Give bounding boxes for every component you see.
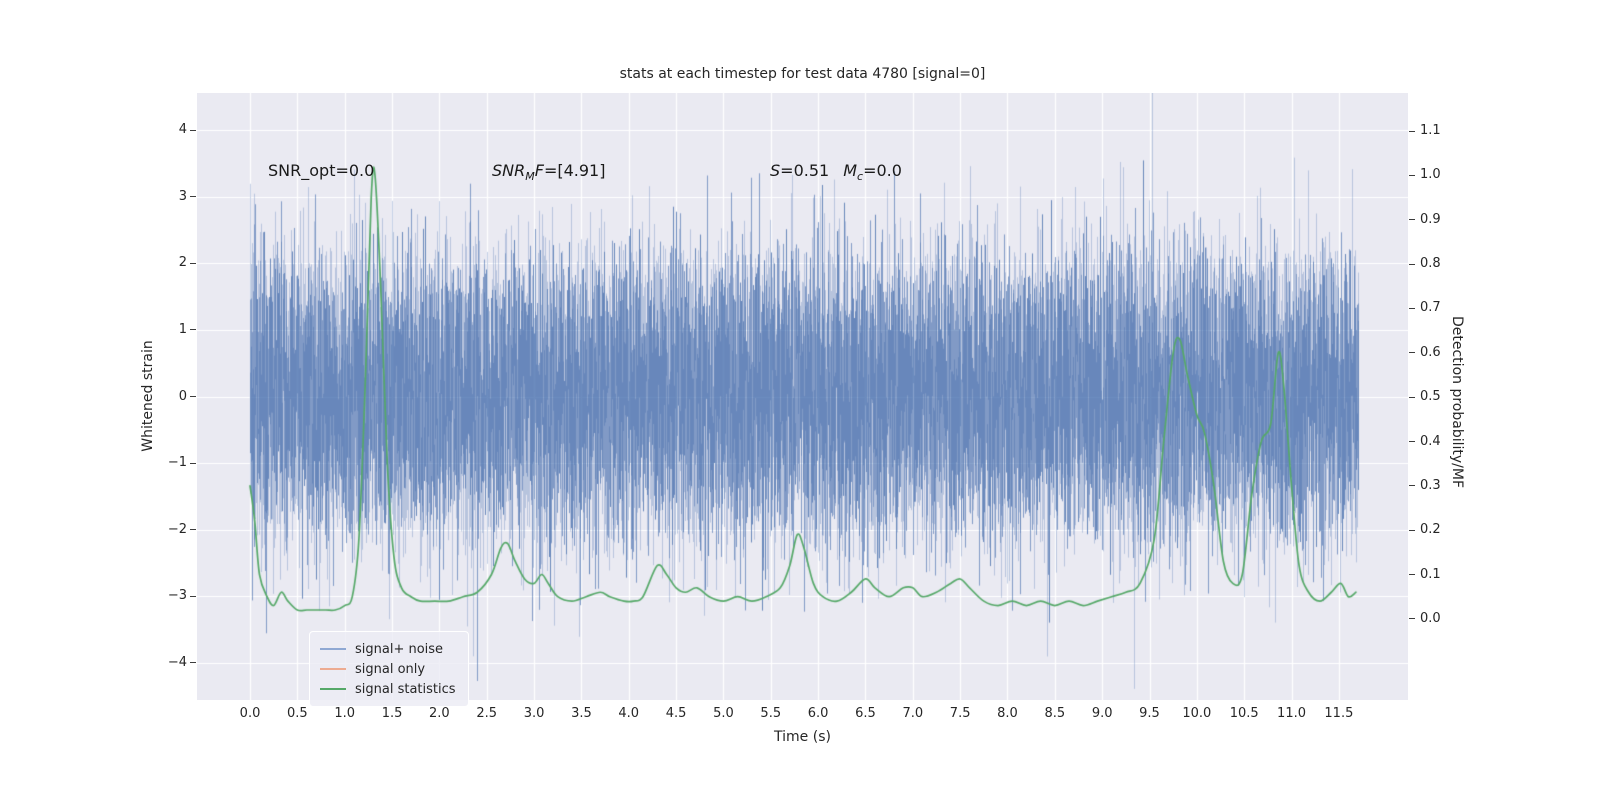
plot-canvas — [197, 93, 1408, 700]
y-left-tick-label: −2 — [167, 521, 187, 537]
legend-item: signal only — [320, 659, 456, 679]
y-left-tick-label: 3 — [178, 188, 187, 204]
y-right-tick-mark — [1409, 307, 1415, 309]
annotation-snr-mf-base: SNR — [492, 161, 526, 180]
x-tick-label: 10.0 — [1182, 706, 1212, 721]
y-left-tick-mark — [190, 595, 196, 597]
y-left-tick-mark — [190, 196, 196, 198]
y-right-tick-mark — [1409, 618, 1415, 620]
x-tick-label: 5.0 — [713, 706, 734, 721]
y-right-tick-label: 0.6 — [1420, 344, 1441, 360]
x-tick-label: 7.0 — [902, 706, 924, 721]
y-right-tick-label: 0.3 — [1420, 477, 1441, 493]
y-right-tick-mark — [1409, 396, 1415, 398]
legend-swatch-icon — [320, 648, 346, 650]
plot-area: SNR_opt=0.0 SNRMF=[4.91] S=0.51 Mc=0.0 si… — [197, 93, 1408, 707]
legend-label: signal statistics — [355, 681, 456, 697]
legend-item: signal+ noise — [320, 639, 456, 659]
x-tick-label: 3.0 — [523, 706, 545, 721]
annotation-stats: S=0.51 Mc=0.0 — [770, 161, 902, 183]
y-right-tick-label: 1.0 — [1420, 167, 1441, 183]
legend-swatch-icon — [320, 688, 346, 690]
y-right-tick-mark — [1409, 174, 1415, 176]
y-right-tick-mark — [1409, 574, 1415, 576]
legend: signal+ noise signal only signal statistic… — [309, 631, 469, 707]
y-left-tick-mark — [190, 396, 196, 397]
y-left-tick-label: 0 — [178, 388, 187, 404]
x-axis-label: Time (s) — [774, 729, 831, 745]
x-tick-label: 2.5 — [476, 706, 498, 721]
x-tick-label: 8.5 — [1044, 706, 1066, 721]
y-right-tick-label: 0.1 — [1420, 566, 1441, 582]
y-left-tick-mark — [190, 329, 196, 331]
annotation-snr-opt: SNR_opt=0.0 — [268, 161, 375, 180]
annotation-stats-eq: =0.51 — [780, 161, 830, 180]
y-left-tick-mark — [190, 262, 196, 264]
y-left-tick-label: −4 — [167, 654, 187, 670]
legend-label: signal only — [355, 661, 426, 677]
annotation-stats-s: S — [770, 161, 781, 180]
y-right-tick-label: 1.1 — [1420, 123, 1441, 139]
legend-label: signal+ noise — [355, 641, 444, 657]
y-left-tick-label: 1 — [178, 321, 187, 337]
x-tick-label: 8.0 — [997, 706, 1018, 721]
y-left-tick-mark — [190, 529, 196, 531]
x-tick-label: 11.0 — [1277, 706, 1307, 721]
y-right-tick-mark — [1409, 529, 1415, 531]
y-right-tick-label: 0.0 — [1420, 610, 1441, 626]
x-tick-label: 1.0 — [334, 706, 356, 721]
y-right-tick-label: 0.4 — [1420, 433, 1441, 449]
annotation-snr-mf-rest: =[4.91] — [543, 161, 606, 180]
y-right-tick-mark — [1409, 352, 1415, 354]
x-tick-label: 6.5 — [855, 706, 876, 721]
y-left-tick-mark — [190, 462, 196, 464]
x-tick-label: 9.5 — [1139, 706, 1160, 721]
y-right-tick-label: 0.8 — [1420, 256, 1441, 272]
x-tick-label: 3.5 — [571, 706, 592, 721]
annotation-snr-mf-mid: F — [534, 161, 544, 180]
x-tick-label: 10.5 — [1229, 706, 1259, 721]
x-tick-label: 5.5 — [760, 706, 782, 721]
x-tick-label: 1.5 — [381, 706, 403, 721]
annotation-stats-sub: c — [857, 170, 864, 184]
y-left-tick-mark — [190, 129, 196, 131]
annotation-snr-mf: SNRMF=[4.91] — [492, 161, 605, 183]
x-tick-label: 7.5 — [949, 706, 971, 721]
x-tick-label: 6.0 — [807, 706, 829, 721]
x-tick-label: 0.0 — [239, 706, 261, 721]
chart-title: stats at each timestep for test data 478… — [619, 66, 986, 82]
y-right-tick-label: 0.5 — [1420, 389, 1441, 405]
y-left-tick-label: −3 — [167, 588, 187, 604]
x-tick-label: 9.0 — [1091, 706, 1113, 721]
y-right-tick-label: 0.9 — [1420, 211, 1441, 227]
y-left-tick-label: 4 — [178, 122, 187, 138]
legend-swatch-icon — [320, 668, 346, 670]
y-left-tick-mark — [190, 662, 196, 664]
x-tick-label: 0.5 — [287, 706, 308, 721]
x-tick-label: 11.5 — [1324, 706, 1354, 721]
x-tick-label: 2.0 — [429, 706, 450, 721]
annotation-stats-rest: =0.0 — [863, 161, 902, 180]
y-left-tick-label: 2 — [178, 255, 187, 271]
y-right-tick-mark — [1409, 130, 1415, 132]
annotation-snr-mf-sub: M — [525, 170, 535, 184]
y-right-tick-mark — [1409, 219, 1415, 221]
y-left-tick-label: −1 — [167, 455, 187, 471]
y-right-tick-label: 0.2 — [1420, 522, 1441, 538]
x-tick-label: 4.0 — [618, 706, 640, 721]
y-right-tick-label: 0.7 — [1420, 300, 1441, 316]
y-right-tick-mark — [1409, 485, 1415, 487]
x-tick-label: 4.5 — [665, 706, 687, 721]
annotation-stats-m: M — [843, 161, 857, 180]
legend-item: signal statistics — [320, 679, 456, 699]
y-right-tick-mark — [1409, 441, 1415, 442]
y-right-tick-mark — [1409, 263, 1415, 265]
y-axis-label-right: Detection probability/MF — [1449, 315, 1465, 489]
